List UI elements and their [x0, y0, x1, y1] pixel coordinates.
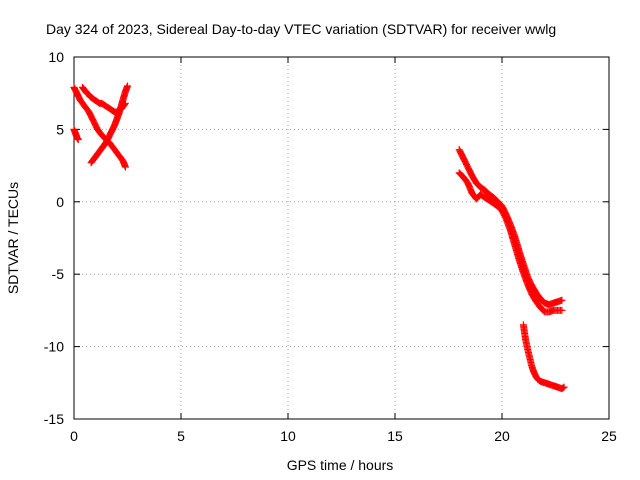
- y-tick-label: -10: [44, 339, 64, 355]
- x-axis-label: GPS time / hours: [287, 457, 394, 473]
- axis-ticks: [73, 56, 610, 420]
- x-tick-label: 0: [70, 428, 78, 444]
- data-point: [124, 82, 131, 90]
- series-early-arc-a: [70, 83, 129, 171]
- y-tick-labels: 10 5 0 -5 -10 -15: [44, 49, 64, 427]
- data-point: [560, 383, 568, 391]
- y-tick-label: 0: [56, 194, 64, 210]
- series-early-arc-d: [70, 125, 82, 144]
- data-point: [559, 384, 567, 392]
- x-tick-label: 25: [601, 428, 617, 444]
- data-point: [558, 306, 566, 314]
- y-tick-label: 10: [48, 49, 64, 65]
- x-tick-label: 5: [177, 428, 185, 444]
- data-point: [558, 296, 566, 304]
- y-tick-label: -15: [44, 411, 64, 427]
- data-point: [121, 99, 129, 107]
- data-point: [121, 100, 129, 108]
- series-late-arc-b: [455, 169, 566, 316]
- plot-frame: [73, 56, 610, 420]
- series-early-arc-c: [79, 83, 129, 116]
- series-early-arc-b: [87, 82, 131, 167]
- x-tick-label: 10: [280, 428, 296, 444]
- x-tick-labels: 0 5 10 15 20 25: [70, 428, 617, 444]
- x-tick-label: 15: [387, 428, 403, 444]
- x-tick-label: 20: [494, 428, 510, 444]
- data-points: [70, 82, 568, 393]
- data-point: [121, 163, 129, 171]
- y-tick-label: 5: [56, 121, 64, 137]
- data-point: [74, 136, 82, 144]
- grid: [74, 57, 609, 419]
- series-late-arc-c: [519, 321, 568, 393]
- chart-title: Day 324 of 2023, Sidereal Day-to-day VTE…: [46, 21, 556, 37]
- y-tick-label: -5: [52, 266, 65, 282]
- y-axis-label: SDTVAR / TECUs: [5, 182, 21, 294]
